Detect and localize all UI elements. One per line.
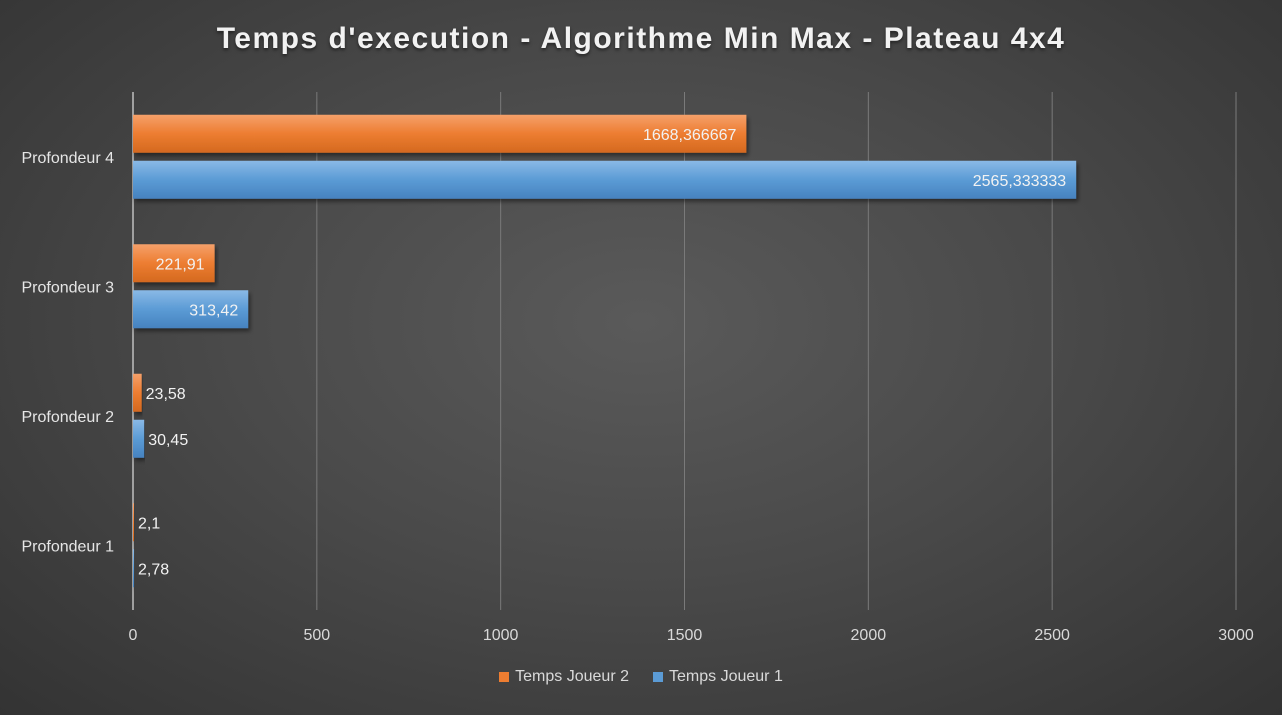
bar-joueur1 xyxy=(133,419,145,458)
category-label: Profondeur 1 xyxy=(21,538,114,555)
legend-item: Temps Joueur 2 xyxy=(499,668,629,686)
legend: Temps Joueur 2 Temps Joueur 1 xyxy=(0,668,1282,686)
x-tick-label: 3000 xyxy=(1218,627,1254,644)
x-tick-label: 0 xyxy=(129,627,138,644)
x-tick-label: 1500 xyxy=(667,627,703,644)
bars xyxy=(133,114,1077,588)
x-tick-label: 2000 xyxy=(851,627,887,644)
x-tick-label: 1000 xyxy=(483,627,519,644)
bar-joueur2 xyxy=(133,244,215,283)
legend-swatch xyxy=(653,672,663,682)
legend-item: Temps Joueur 1 xyxy=(653,668,783,686)
legend-label: Temps Joueur 1 xyxy=(669,668,783,685)
bar-joueur2 xyxy=(133,114,747,153)
legend-swatch xyxy=(499,672,510,682)
data-label: 30,45 xyxy=(148,432,188,449)
category-label: Profondeur 2 xyxy=(21,409,114,426)
category-label: Profondeur 3 xyxy=(21,279,114,296)
data-label: 221,91 xyxy=(156,256,205,273)
data-label: 1668,366667 xyxy=(643,127,737,144)
data-label: 313,42 xyxy=(189,302,238,319)
bar-joueur2 xyxy=(133,503,134,542)
data-label: 2,78 xyxy=(138,561,169,578)
legend-label: Temps Joueur 2 xyxy=(515,668,629,685)
bar-joueur1 xyxy=(133,549,135,588)
chart-title: Temps d'execution - Algorithme Min Max -… xyxy=(216,22,1066,55)
bar-joueur1 xyxy=(133,160,1077,199)
data-label: 2,1 xyxy=(138,515,160,532)
labels: 0 500 1000 1500 2000 2500 3000 Profondeur 1 2,1 2… xyxy=(21,127,1253,644)
category-label: Profondeur 4 xyxy=(21,150,114,167)
x-tick-label: 500 xyxy=(303,627,330,644)
bar-joueur1 xyxy=(133,290,249,329)
data-label: 2565,333333 xyxy=(973,173,1067,190)
data-label: 23,58 xyxy=(146,386,186,403)
bar-joueur2 xyxy=(133,373,142,412)
x-tick-label: 2500 xyxy=(1034,627,1070,644)
